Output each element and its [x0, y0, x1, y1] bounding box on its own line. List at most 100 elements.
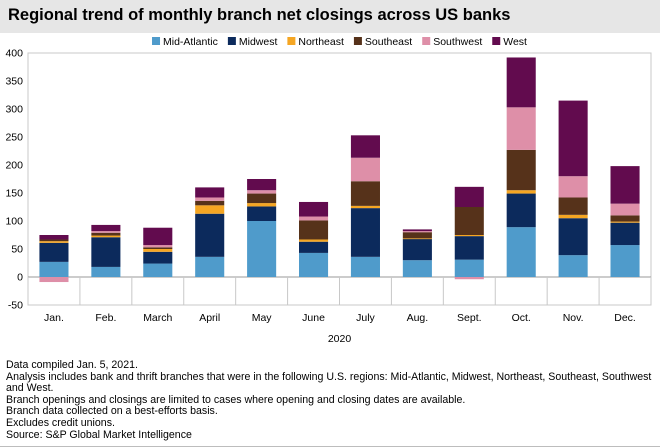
bar-segment [610, 245, 640, 277]
bar-segment [91, 235, 121, 238]
bar-segment [299, 216, 329, 221]
bar-segment [506, 227, 536, 277]
bar-segment [91, 266, 121, 277]
legend-label: Mid-Atlantic [163, 36, 218, 48]
y-tick-label: 150 [5, 188, 23, 200]
x-tick-label: May [252, 312, 273, 324]
bar-segment [143, 247, 173, 249]
y-tick-label: 100 [5, 216, 23, 228]
x-tick-label: Oct. [512, 312, 531, 324]
bar-segment [195, 200, 225, 206]
bar-segment [610, 221, 640, 223]
bar-segment [454, 186, 484, 207]
bar-segment [402, 238, 432, 261]
bar-segment [506, 57, 536, 108]
legend-label: West [503, 36, 527, 48]
bar-segment [195, 187, 225, 198]
bar-segment [91, 237, 121, 267]
bar-segment [247, 206, 277, 221]
x-tick-label: July [356, 312, 375, 324]
footnote-collection: Branch data collected on a best-efforts … [6, 405, 218, 418]
bar-segment [506, 107, 536, 150]
y-tick-label: 200 [5, 160, 23, 172]
bar-segment [143, 251, 173, 264]
footnote-exclusions: Excludes credit unions. [6, 416, 115, 429]
x-tick-label: Nov. [563, 312, 584, 324]
bar-segment [402, 232, 432, 239]
bar-segment [39, 235, 69, 240]
bar-segment [39, 277, 69, 283]
bar-segment [91, 232, 121, 236]
footnote-regions: Analysis includes bank and thrift branch… [6, 370, 652, 395]
bar-segment [195, 256, 225, 277]
bar-segment [506, 149, 536, 191]
bar-segment [402, 231, 432, 233]
bar-segment [195, 213, 225, 257]
bar-segment [454, 235, 484, 237]
x-tick-label: June [302, 312, 325, 324]
legend-swatch [227, 37, 236, 45]
bar-segment [454, 207, 484, 235]
bar-segment [610, 203, 640, 216]
x-tick-label: April [199, 312, 220, 324]
bar-segment [350, 205, 380, 209]
title-bar: Regional trend of monthly branch net clo… [0, 0, 660, 33]
bar-segment [195, 205, 225, 214]
x-tick-label: Dec. [614, 312, 636, 324]
bar-segment [350, 181, 380, 206]
y-tick-label: 400 [5, 48, 23, 60]
plot-frame [27, 52, 652, 306]
x-tick-label: Feb. [95, 312, 116, 324]
bar-segment [247, 193, 277, 204]
bar-segment [143, 249, 173, 252]
y-tick-label: 50 [11, 244, 23, 256]
bar-segment [350, 135, 380, 158]
x-tick-label: Jan. [44, 312, 64, 324]
bar-segment [39, 242, 69, 262]
bar-segment [558, 176, 588, 198]
bar-segment [91, 224, 121, 232]
bar-segment [39, 241, 69, 243]
bar-segment [454, 259, 484, 277]
legend-swatch [353, 37, 362, 45]
bar-segment [558, 197, 588, 215]
bar-segment [299, 239, 329, 242]
legend-label: Southeast [365, 36, 412, 48]
y-tick-label: 250 [5, 132, 23, 144]
legend-swatch [287, 37, 296, 45]
bar-segment [402, 238, 432, 240]
footnote-limits: Branch openings and closings are limited… [6, 393, 466, 406]
bar-segment [454, 277, 484, 280]
y-tick-label: 0 [17, 272, 23, 284]
legend-label: Northeast [298, 36, 344, 48]
stacked-bar-chart: -50 0 50 100 150 200 250 300 350 400 Jan. Feb. March… [5, 36, 652, 345]
bar-segment [506, 193, 536, 228]
chart-title: Regional trend of monthly branch net clo… [8, 6, 511, 24]
bar-segment [350, 157, 380, 182]
y-tick-label: -50 [8, 300, 23, 312]
bar-segment [39, 239, 69, 242]
bar-segment [143, 227, 173, 246]
bar-segment [558, 255, 588, 277]
x-tick-label: Sept. [457, 312, 482, 324]
x-tick-label: Aug. [407, 312, 429, 324]
bar-segment [143, 245, 173, 248]
bar-segment [195, 197, 225, 201]
bar-segment [247, 179, 277, 191]
chart-area: -50 0 50 100 150 200 250 300 350 400 Jan. Feb. March… [0, 33, 660, 353]
bar-segment [39, 261, 69, 277]
bar-segment [402, 229, 432, 232]
bar-segment [454, 236, 484, 260]
bar-segment [558, 100, 588, 177]
bar-segment [610, 215, 640, 222]
footnote-date: Data compiled Jan. 5, 2021. [6, 359, 138, 371]
bar-segment [558, 214, 588, 219]
bar-segment [143, 263, 173, 277]
bar-segment [402, 260, 432, 277]
legend-label: Southwest [433, 36, 482, 48]
footnotes: Data compiled Jan. 5, 2021. Analysis inc… [6, 359, 654, 441]
bar-segment [610, 222, 640, 246]
y-tick-label: 300 [5, 104, 23, 116]
legend-swatch [492, 37, 501, 45]
x-tick-label: March [143, 312, 172, 324]
